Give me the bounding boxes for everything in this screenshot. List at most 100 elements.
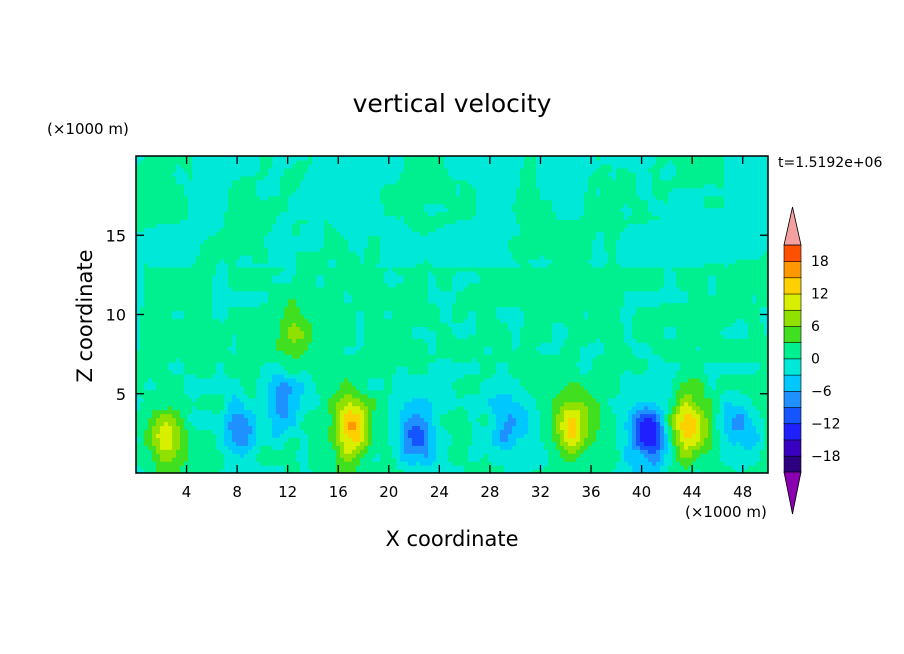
field-cell (500, 433, 505, 438)
field-cell (552, 350, 557, 355)
field-cell (432, 421, 437, 427)
field-cell (136, 354, 141, 359)
field-cell (380, 453, 385, 458)
field-cell (440, 381, 445, 387)
field-cell (260, 381, 265, 387)
field-cell (148, 385, 153, 391)
field-cell (244, 449, 249, 454)
field-cell (372, 397, 377, 403)
field-cell (332, 445, 337, 450)
field-cell (620, 385, 625, 391)
field-cell (452, 409, 457, 415)
field-cell (140, 401, 145, 407)
field-cell (188, 465, 193, 470)
field-cell (752, 461, 757, 466)
field-cell (200, 445, 205, 450)
field-cell (456, 465, 461, 470)
field-cell (212, 453, 217, 458)
field-cell (400, 421, 405, 427)
field-cell (616, 453, 621, 458)
field-cell (160, 465, 165, 470)
field-cell (672, 445, 677, 450)
field-cell (440, 366, 445, 371)
field-cell (732, 358, 737, 363)
field-cell (572, 350, 577, 355)
field-cell (752, 366, 757, 371)
field-cell (376, 385, 381, 391)
field-cell (476, 358, 481, 363)
field-cell (268, 397, 273, 403)
field-cell (152, 461, 157, 466)
field-cell (388, 469, 393, 473)
field-cell (444, 421, 449, 427)
field-cell (516, 377, 521, 383)
field-cell (412, 385, 417, 391)
field-cell (560, 429, 565, 434)
field-cell (740, 413, 745, 419)
field-cell (172, 453, 177, 458)
field-cell (264, 393, 269, 399)
field-cell (252, 401, 257, 407)
field-cell (252, 413, 257, 419)
field-cell (416, 441, 421, 446)
field-cell (276, 445, 281, 450)
field-cell (496, 401, 501, 407)
field-cell (624, 461, 629, 466)
field-cell (352, 453, 357, 458)
field-cell (332, 465, 337, 470)
field-cell (676, 425, 681, 431)
field-cell (760, 405, 765, 411)
field-cell (616, 385, 621, 391)
field-cell (376, 469, 381, 473)
field-cell (460, 405, 465, 411)
field-cell (752, 457, 757, 462)
field-cell (700, 441, 705, 446)
field-cell (584, 366, 589, 371)
field-cell (276, 453, 281, 458)
field-cell (360, 417, 365, 423)
field-cell (388, 381, 393, 387)
field-cell (172, 465, 177, 470)
field-cell (652, 457, 657, 462)
field-cell (388, 425, 393, 431)
field-cell (548, 429, 553, 434)
field-cell (408, 377, 413, 383)
field-cell (504, 441, 509, 446)
field-cell (336, 393, 341, 399)
field-cell (608, 441, 613, 446)
field-cell (392, 397, 397, 403)
field-cell (148, 417, 153, 423)
field-cell (548, 369, 553, 375)
field-cell (136, 350, 141, 355)
field-cell (152, 346, 157, 351)
field-cell (236, 362, 241, 367)
field-cell (284, 358, 289, 363)
field-cell (696, 441, 701, 446)
field-cell (532, 417, 537, 423)
field-cell (188, 362, 193, 367)
field-cell (140, 350, 145, 355)
field-cell (248, 397, 253, 403)
field-cell (368, 393, 373, 399)
field-cell (604, 358, 609, 363)
field-cell (452, 354, 457, 359)
field-cell (340, 401, 345, 407)
field-cell (452, 413, 457, 419)
field-cell (216, 409, 221, 415)
field-cell (428, 457, 433, 462)
field-cell (660, 354, 665, 359)
field-cell (596, 453, 601, 458)
field-cell (376, 417, 381, 423)
field-cell (640, 358, 645, 363)
field-cell (760, 401, 765, 407)
field-cell (216, 362, 221, 367)
field-cell (432, 346, 437, 351)
field-cell (176, 409, 181, 415)
field-cell (472, 354, 477, 359)
field-cell (656, 429, 661, 434)
field-cell (340, 366, 345, 371)
field-cell (688, 369, 693, 375)
field-cell (216, 401, 221, 407)
field-cell (604, 461, 609, 466)
field-cell (548, 469, 553, 473)
